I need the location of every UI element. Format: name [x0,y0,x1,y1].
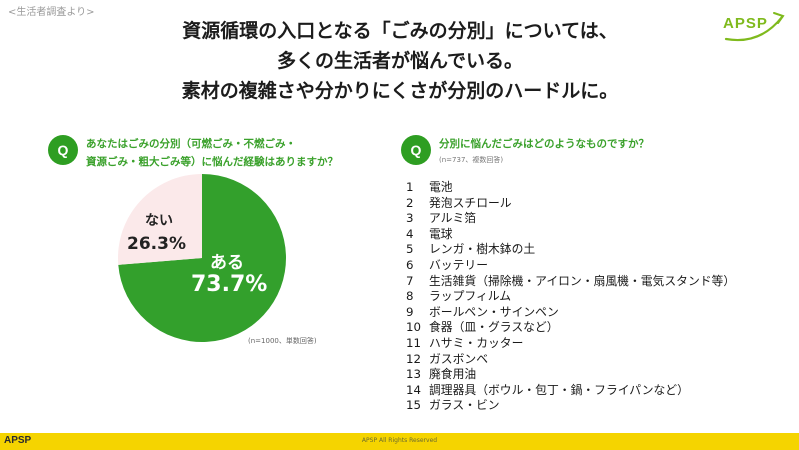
ranking-item: 1 電池 [406,180,735,196]
ranking-text: 調理器具（ボウル・包丁・鍋・フライパンなど） [429,382,689,397]
pie-label-yes: ある [210,253,244,273]
ranking-item: 7 生活雑貨（掃除機・アイロン・扇風機・電気スタンド等） [406,274,735,290]
ranking-item: 8 ラップフィルム [406,289,735,305]
ranking-text: ハサミ・カッター [429,335,524,350]
ranking-item: 2 発泡スチロール [406,196,735,212]
question-1: Q あなたはごみの分別（可燃ごみ・不燃ごみ・ 資源ごみ・粗大ごみ等）に悩んだ経験… [48,135,378,171]
ranking-number: 12 [406,351,422,366]
ranking-item: 3 アルミ箔 [406,211,735,227]
apsp-logo: APSP [720,9,786,43]
ranking-number: 10 [406,320,422,335]
logo-swoosh-icon [724,12,785,42]
pie-slice-yes [118,174,286,342]
footer-copyright: APSP All Rights Reserved [361,437,438,444]
question-2-line: 分別に悩んだごみはどのようなものですか？ [439,138,649,150]
ranking-number: 15 [406,398,422,413]
ranking-item: 15 ガラス・ビン [406,398,735,414]
ranking-item: 6 バッテリー [406,258,735,274]
ranking-item: 13 廃食用油 [406,367,735,383]
ranking-number: 3 [406,211,414,226]
ranking-text: 生活雑貨（掃除機・アイロン・扇風機・電気スタンド等） [429,273,736,288]
question-1-line-2: 資源ごみ・粗大ごみ等）に悩んだ経験はありますか？ [86,156,338,168]
ranking-text: ガスボンベ [429,351,488,366]
logo-text: APSP [723,15,768,32]
ranking-text: ボールペン・サインペン [429,304,559,319]
q-badge-icon: Q [401,135,431,165]
footer-bar: APSP APSP All Rights Reserved [0,433,799,450]
ranking-number: 6 [406,257,414,272]
ranking-number: 8 [406,289,414,304]
ranking-text: アルミ箔 [429,211,477,226]
ranking-number: 11 [406,335,422,350]
headline-line-2: 多くの生活者が悩んでいる。 [276,50,524,72]
ranking-text: 廃食用油 [429,367,477,382]
ranking-text: ガラス・ビン [429,398,500,413]
question-2-text: 分別に悩んだごみはどのようなものですか？ (n=737、複数回答) [439,135,649,165]
ranking-text: 発泡スチロール [429,195,512,210]
pie-value-yes: 73.7% [191,272,268,297]
question-1-text: あなたはごみの分別（可燃ごみ・不燃ごみ・ 資源ごみ・粗大ごみ等）に悩んだ経験はあ… [86,135,338,171]
question-2-note: (n=737、複数回答) [439,156,504,164]
ranking-item: 12 ガスボンベ [406,352,735,368]
ranking-text: バッテリー [429,257,488,272]
pie-value-no: 26.3% [127,234,186,254]
ranking-item: 10 食器（皿・グラスなど） [406,320,735,336]
ranking-number: 7 [406,273,414,288]
ranking-number: 1 [406,180,414,194]
ranking-item: 5 レンガ・樹木鉢の土 [406,242,735,258]
ranking-number: 5 [406,242,414,257]
footer-logo: APSP [4,435,32,446]
ranking-item: 14 調理器具（ボウル・包丁・鍋・フライパンなど） [406,383,735,399]
ranking-number: 9 [406,304,414,319]
pie-chart [116,172,288,344]
question-2: Q 分別に悩んだごみはどのようなものですか？ (n=737、複数回答) [401,135,781,165]
ranking-text: ラップフィルム [429,289,512,304]
ranking-number: 14 [406,382,422,397]
headline-line-1: 資源循環の入口となる「ごみの分別」については、 [182,20,618,42]
ranking-number: 13 [406,367,422,382]
source-note: <生活者調査より> [8,7,95,18]
ranking-list: 1 電池 2 発泡スチロール 3 アルミ箔 4 電球 5 レンガ・樹木鉢の土 6 バッテリー 7 生活雑貨… [406,180,735,414]
question-1-line-1: あなたはごみの分別（可燃ごみ・不燃ごみ・ [86,138,296,150]
q-badge-icon: Q [48,135,78,165]
ranking-item: 9 ボールペン・サインペン [406,305,735,321]
ranking-number: 2 [406,195,414,210]
ranking-text: レンガ・樹木鉢の土 [429,242,536,257]
sample-size-note: (n=1000、単数回答) [248,337,317,345]
ranking-number: 4 [406,226,414,241]
ranking-text: 電球 [429,226,453,241]
ranking-text: 食器（皿・グラスなど） [429,320,559,335]
pie-slice-no [118,174,202,265]
ranking-text: 電池 [429,180,453,194]
headline-line-3: 素材の複雑さや分かりにくさが分別のハードルに。 [181,80,619,102]
ranking-item: 4 電球 [406,227,735,243]
headline: 資源循環の入口となる「ごみの分別」については、 多くの生活者が悩んでいる。 素材… [120,16,680,106]
pie-svg [118,174,286,342]
pie-label-no: ない [145,213,173,229]
ranking-item: 11 ハサミ・カッター [406,336,735,352]
